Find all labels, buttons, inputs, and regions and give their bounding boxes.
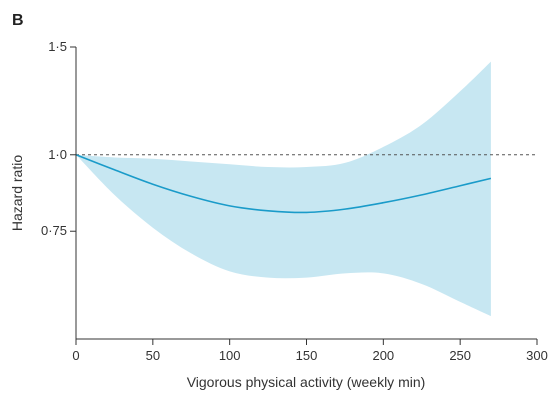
x-tick-label-1: 50	[146, 348, 160, 363]
y-tick-label-1: 1·0	[48, 147, 67, 162]
x-tick-label-5: 250	[449, 348, 471, 363]
y-tick-label-2: 1·5	[48, 39, 67, 54]
y-axis-title: Hazard ratio	[9, 155, 25, 231]
confidence-band-0	[76, 61, 491, 317]
x-axis-title: Vigorous physical activity (weekly min)	[187, 374, 426, 390]
panel-label: B	[12, 12, 24, 29]
confidence-band-layer	[76, 61, 491, 317]
axes-layer: 0·75 1·0 1·5 0 50 100 150 200 250 300	[41, 39, 548, 363]
x-tick-label-0: 0	[72, 348, 79, 363]
x-tick-label-2: 100	[219, 348, 241, 363]
x-tick-label-6: 300	[526, 348, 548, 363]
series-line-0	[75, 154, 492, 214]
x-tick-label-4: 200	[372, 348, 394, 363]
series-line-layer	[75, 154, 492, 214]
y-tick-label-0: 0·75	[41, 223, 67, 238]
x-tick-label-3: 150	[296, 348, 318, 363]
